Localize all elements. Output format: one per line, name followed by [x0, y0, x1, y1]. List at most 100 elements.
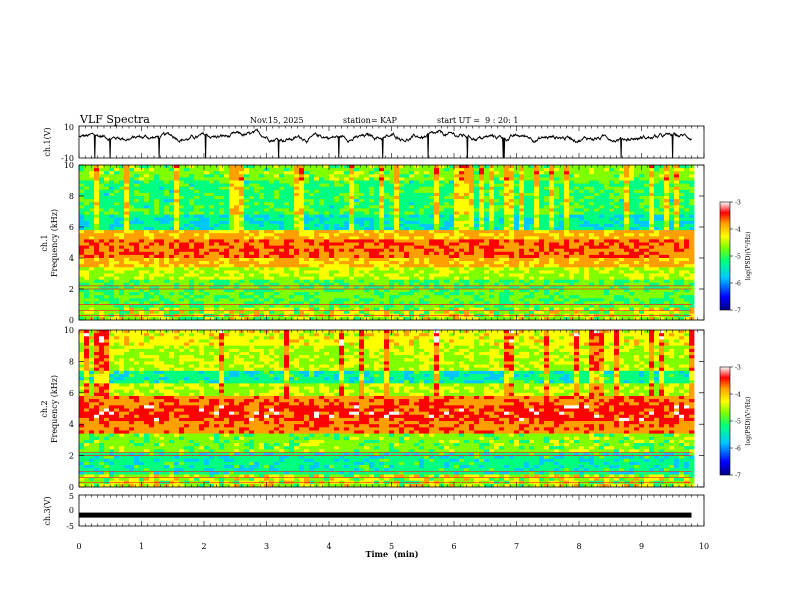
spectrogram-cell: [219, 220, 225, 225]
spectrogram-cell: [124, 217, 130, 222]
spectrogram-cell: [419, 233, 425, 237]
spectrogram-cell: [364, 205, 370, 209]
spectrogram-cell: [244, 254, 250, 259]
spectrogram-cell: [249, 223, 255, 228]
spectrogram-cell: [184, 183, 190, 188]
spectrogram-cell: [564, 282, 570, 287]
spectrogram-cell: [124, 295, 130, 299]
spectrogram-cell: [314, 223, 320, 228]
spectrogram-cell: [104, 289, 110, 293]
spectrogram-cell: [459, 177, 465, 181]
spectrogram-cell: [234, 264, 240, 268]
spectrogram-cell: [369, 276, 375, 281]
spectrogram-cell: [554, 199, 560, 203]
spectrogram-cell: [174, 220, 180, 225]
spectrogram-cell: [564, 171, 570, 175]
spectrogram-cell: [499, 264, 505, 268]
spectrogram-cell: [269, 251, 275, 256]
spectrogram-cell: [234, 171, 240, 175]
spectrogram-cell: [179, 276, 185, 281]
spectrogram-cell: [519, 236, 525, 240]
spectrogram-cell: [569, 289, 575, 293]
spectrogram-cell: [414, 183, 420, 188]
spectrogram-cell: [374, 236, 380, 240]
spectrogram-cell: [214, 208, 220, 212]
spectrogram-cell: [214, 192, 220, 197]
spectrogram-cell: [529, 267, 535, 271]
spectrogram-cell: [294, 205, 300, 209]
spectrogram-cell: [289, 180, 295, 184]
spectrogram-cell: [519, 251, 525, 256]
spectrogram-cell: [559, 211, 565, 215]
spectrogram-cell: [109, 289, 115, 293]
spectrogram-cell: [439, 168, 445, 172]
spectrogram-cell: [119, 295, 125, 299]
spectrogram-cell: [344, 233, 350, 237]
spectrogram-cell: [309, 233, 315, 237]
spectrogram-cell: [354, 227, 360, 231]
spectrogram-cell: [304, 316, 310, 321]
spectrogram-cell: [324, 214, 330, 219]
spectrogram-cell: [554, 174, 560, 178]
spectrogram-cell: [474, 211, 480, 215]
spectrogram-cell: [249, 282, 255, 287]
spectrogram-cell: [104, 251, 110, 256]
spectrogram-cell: [264, 171, 270, 175]
spectrogram-cell: [564, 301, 570, 305]
spectrogram-cell: [404, 186, 410, 191]
spectrogram-cell: [494, 301, 500, 305]
spectrogram-cell: [219, 292, 225, 296]
spectrogram-cell: [214, 267, 220, 271]
spectrogram-cell: [289, 174, 295, 178]
spectrogram-cell: [404, 217, 410, 222]
spectrogram-cell: [339, 248, 345, 253]
spectrogram-cell: [419, 273, 425, 277]
spectrogram-cell: [534, 276, 540, 281]
spectrogram-cell: [174, 292, 180, 296]
spectrogram-cell: [129, 248, 135, 253]
spectrogram-cell: [89, 251, 95, 256]
spectrogram-cell: [94, 285, 100, 290]
spectrogram-cell: [324, 177, 330, 181]
spectrogram-cell: [354, 295, 360, 299]
spectrogram-cell: [394, 171, 400, 175]
spectrogram-cell: [534, 264, 540, 268]
spectrogram-cell: [514, 186, 520, 191]
spectrogram-cell: [224, 174, 230, 178]
spectrogram-cell: [134, 217, 140, 222]
spectrogram-cell: [514, 264, 520, 268]
spectrogram-cell: [274, 168, 280, 172]
spectrogram-cell: [384, 214, 390, 219]
spectrogram-cell: [354, 279, 360, 284]
spectrogram-cell: [174, 208, 180, 212]
spectrogram-cell: [274, 202, 280, 206]
spectrogram-cell: [514, 205, 520, 209]
spectrogram-cell: [134, 196, 140, 200]
spectrogram-cell: [129, 242, 135, 246]
spectrogram-cell: [329, 199, 335, 203]
spectrogram-cell: [454, 233, 460, 237]
spectrogram-cell: [334, 258, 340, 262]
spectrogram-cell: [434, 282, 440, 287]
spectrogram-cell: [99, 165, 105, 169]
spectrogram-cell: [334, 292, 340, 296]
spectrogram-cell: [109, 261, 115, 265]
spectrogram-cell: [139, 261, 145, 265]
spectrogram-cell: [79, 168, 85, 172]
spectrogram-cell: [164, 239, 170, 243]
spectrogram-cell: [469, 174, 475, 178]
spectrogram-cell: [364, 276, 370, 281]
spectrogram-cell: [129, 310, 135, 315]
spectrogram-cell: [339, 227, 345, 231]
spectrogram-cell: [274, 292, 280, 296]
spectrogram-cell: [219, 165, 225, 169]
spectrogram-cell: [284, 248, 290, 253]
spectrogram-cell: [334, 196, 340, 200]
spectrogram-cell: [299, 264, 305, 268]
spectrogram-cell: [474, 301, 480, 305]
spectrogram-cell: [204, 180, 210, 184]
spectrogram-cell: [554, 273, 560, 277]
spectrogram-cell: [254, 242, 260, 246]
spectrogram-cell: [364, 192, 370, 197]
spectrogram-cell: [569, 211, 575, 215]
